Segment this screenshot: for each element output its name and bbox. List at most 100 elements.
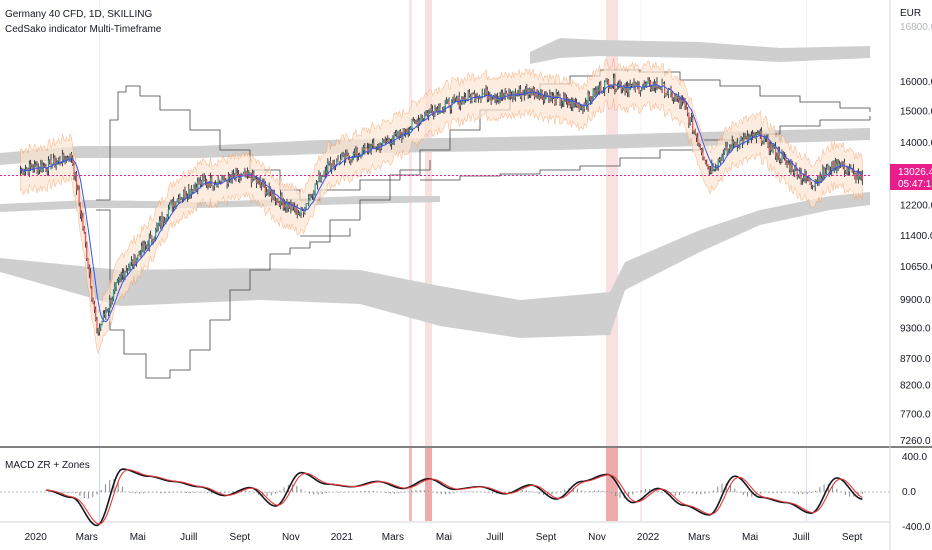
macd-tick-label: 0.0 [902,487,916,498]
candle-body [553,95,555,97]
candle-body [435,109,437,111]
candle-body [169,204,171,210]
candle-body [567,97,569,104]
currency-partial-tick: 16800.0 [900,22,932,33]
candle-body [694,130,696,134]
candle-body [54,157,56,167]
candle-body [115,282,117,287]
candle-body [425,112,427,115]
candle-body [374,146,376,149]
envelope-band [20,57,863,355]
macd-highlight-zone [640,448,642,521]
candle-body [624,86,626,91]
candle-body [777,151,779,157]
time-tick-label: Sept [230,532,251,543]
candle-body [510,95,513,98]
candle-body [143,244,145,251]
candle-body [74,173,76,176]
candle-body [618,83,620,88]
candle-body [86,242,88,260]
candle-body [615,89,617,91]
candle-body [77,189,79,191]
candle-body [98,327,101,333]
candle-body [759,130,761,135]
candle-body [799,172,801,177]
price-tick-label: 9900.0 [900,295,931,306]
candle-body [428,110,430,116]
candle-body [468,92,471,97]
candle-body [259,180,261,185]
candle-body [67,157,69,160]
candle-body [657,86,659,88]
candle-body [133,255,135,265]
candle-body [570,99,573,107]
candle-body [823,169,825,175]
candle-body [539,94,541,100]
candle-body [268,186,270,192]
candle-body [82,217,84,229]
candle-body [352,152,354,161]
candle-body [697,137,699,144]
candle-body [236,173,238,174]
candle-body [848,167,851,172]
candle-body [450,99,453,110]
candle-body [185,196,187,198]
candle-body [255,178,258,183]
candle-body [598,85,601,92]
candle-body [729,146,731,150]
candle-body [230,177,232,180]
candle-body [152,240,154,241]
candle-body [572,99,574,107]
candle-body [629,84,631,87]
candle-body [194,187,196,188]
candle-body [163,220,166,222]
candle-body [341,155,343,160]
time-tick-label: 2022 [637,532,660,543]
candle-body [223,175,226,180]
candle-body [743,137,745,145]
candle-body [702,152,704,157]
candle-body [132,260,134,265]
candle-body [540,91,542,95]
candle-body [28,164,30,174]
candle-body [587,94,589,107]
candle-body [327,162,329,171]
candle-body [175,202,177,206]
candle-body [824,172,826,175]
candle-body [590,96,592,100]
time-tick-label: Mars [76,532,98,543]
candle-body [158,220,161,225]
candle-body [72,157,74,166]
price-tick-label: 11400.0 [900,231,932,242]
candle-body [248,172,250,176]
candle-body [667,89,670,95]
candle-body [157,224,159,227]
candle-body [490,99,492,100]
candle-body [582,106,584,109]
candle-body [165,218,167,221]
candle-body [63,154,65,160]
candle-body [64,159,66,162]
candle-body [803,177,805,179]
candle-body [274,200,277,202]
candle-body [513,91,515,98]
candle-body [153,236,155,241]
candle-body [625,86,627,91]
candle-body [348,158,351,162]
time-tick-label: Juill [180,532,197,543]
candle-body [431,110,434,115]
candle-body [772,147,774,151]
candle-body [555,94,557,104]
candle-body [796,168,798,178]
candle-body [229,174,231,178]
candle-body [317,181,319,185]
candle-body [371,142,374,147]
candle-body [718,158,721,161]
candle-body [476,97,478,99]
candle-body [361,147,363,157]
candle-body [485,89,487,94]
candle-body [681,99,684,102]
candle-body [685,105,687,110]
candle-body [820,178,823,182]
candle-body [384,140,386,142]
